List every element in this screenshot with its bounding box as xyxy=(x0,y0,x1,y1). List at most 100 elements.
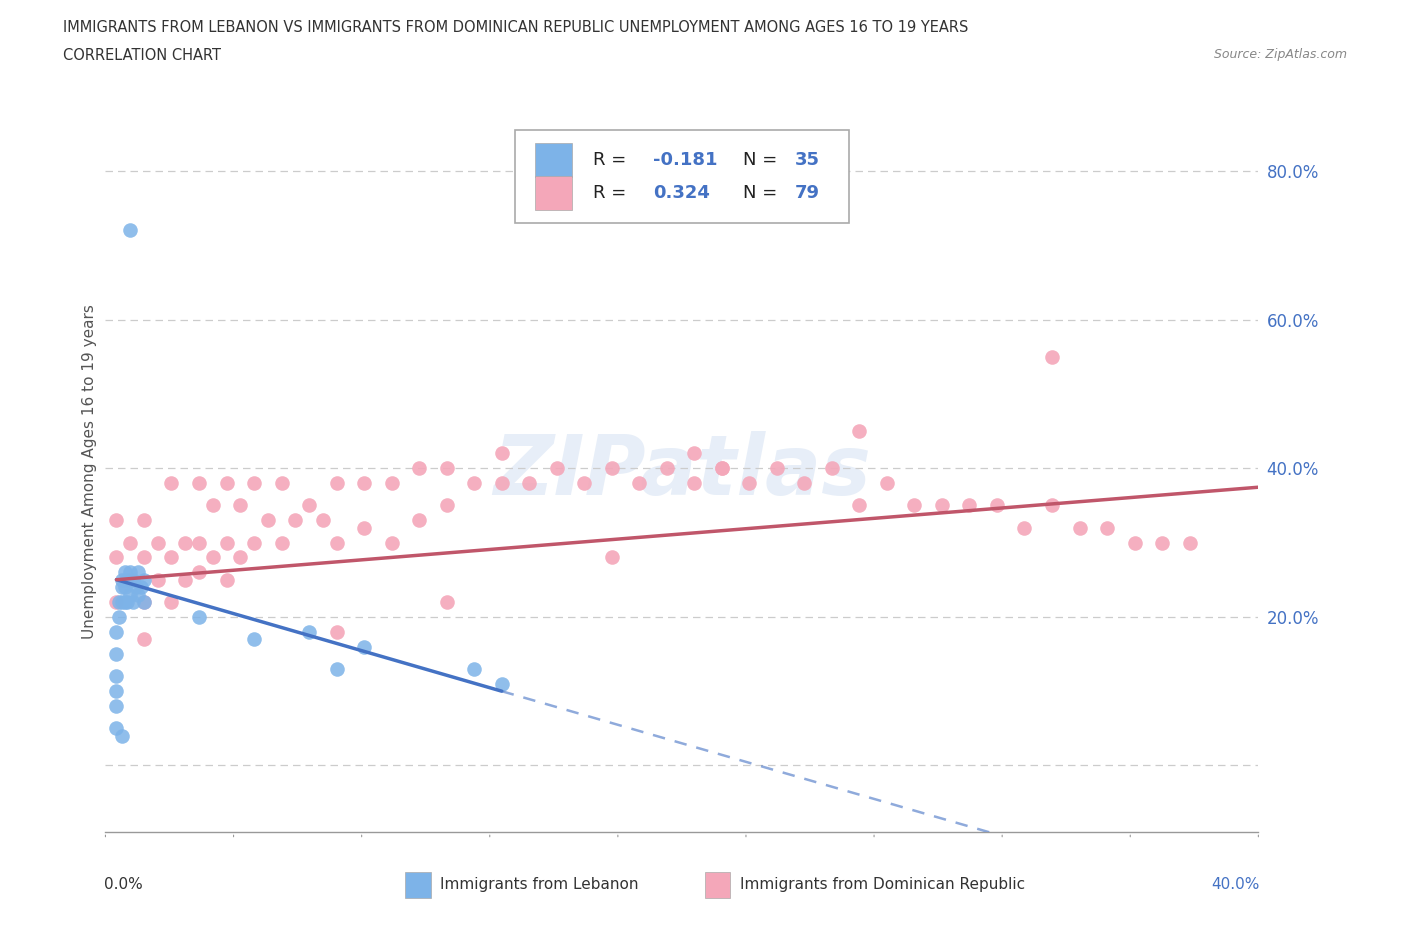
Bar xyxy=(536,142,572,178)
Point xyxy=(353,520,375,535)
Point xyxy=(683,475,706,490)
Point xyxy=(122,594,145,609)
Point xyxy=(132,594,155,609)
Text: IMMIGRANTS FROM LEBANON VS IMMIGRANTS FROM DOMINICAN REPUBLIC UNEMPLOYMENT AMONG: IMMIGRANTS FROM LEBANON VS IMMIGRANTS FR… xyxy=(63,20,969,35)
Point xyxy=(270,475,292,490)
Point xyxy=(114,579,136,594)
Point xyxy=(1095,520,1118,535)
Point xyxy=(408,512,430,527)
Point xyxy=(105,624,128,639)
Point xyxy=(270,535,292,550)
Text: ZIPatlas: ZIPatlas xyxy=(494,432,870,512)
Point xyxy=(105,594,128,609)
Point xyxy=(108,609,131,624)
Point xyxy=(1069,520,1091,535)
Text: R =: R = xyxy=(593,184,633,202)
Point xyxy=(132,512,155,527)
Point xyxy=(160,475,183,490)
Text: 0.0%: 0.0% xyxy=(104,878,143,893)
Point xyxy=(463,475,485,490)
Point xyxy=(111,579,134,594)
Text: CORRELATION CHART: CORRELATION CHART xyxy=(63,48,221,63)
Point xyxy=(120,587,142,602)
Point xyxy=(160,594,183,609)
Point xyxy=(766,461,789,476)
Point xyxy=(1014,520,1036,535)
Point xyxy=(120,535,142,550)
Point xyxy=(111,728,134,743)
Point xyxy=(381,535,404,550)
Bar xyxy=(536,176,572,210)
Point xyxy=(312,512,335,527)
Point xyxy=(256,512,278,527)
Point xyxy=(381,475,404,490)
Point xyxy=(125,579,148,594)
Point xyxy=(105,698,128,713)
Point xyxy=(876,475,898,490)
Point xyxy=(105,669,128,684)
Point xyxy=(111,572,134,587)
Point xyxy=(600,461,623,476)
Point xyxy=(243,631,266,646)
Point xyxy=(243,535,266,550)
Text: Immigrants from Dominican Republic: Immigrants from Dominican Republic xyxy=(740,878,1025,893)
Point xyxy=(517,475,540,490)
Point xyxy=(215,572,238,587)
Point xyxy=(111,594,134,609)
Point xyxy=(463,661,485,676)
Point xyxy=(436,461,458,476)
Point xyxy=(122,572,145,587)
Point xyxy=(325,535,347,550)
Text: -0.181: -0.181 xyxy=(654,151,717,169)
Point xyxy=(491,446,513,461)
Point xyxy=(710,461,733,476)
Point xyxy=(491,676,513,691)
Point xyxy=(325,661,347,676)
Point xyxy=(738,475,761,490)
Point xyxy=(491,475,513,490)
Point xyxy=(683,446,706,461)
Point xyxy=(105,512,128,527)
Point xyxy=(105,684,128,698)
Point xyxy=(436,594,458,609)
Point xyxy=(848,498,870,512)
Point xyxy=(127,565,149,579)
Text: 40.0%: 40.0% xyxy=(1211,878,1260,893)
Point xyxy=(117,594,139,609)
Y-axis label: Unemployment Among Ages 16 to 19 years: Unemployment Among Ages 16 to 19 years xyxy=(82,304,97,640)
Point xyxy=(105,550,128,565)
Point xyxy=(188,609,211,624)
Point xyxy=(298,498,321,512)
Text: N =: N = xyxy=(742,151,783,169)
Point xyxy=(546,461,568,476)
Point xyxy=(160,550,183,565)
Text: N =: N = xyxy=(742,184,783,202)
Point xyxy=(132,572,155,587)
Point xyxy=(201,550,224,565)
Point xyxy=(408,461,430,476)
Text: Source: ZipAtlas.com: Source: ZipAtlas.com xyxy=(1213,48,1347,61)
Point xyxy=(114,594,136,609)
Point xyxy=(108,594,131,609)
Point xyxy=(120,223,142,238)
Point xyxy=(132,550,155,565)
Point xyxy=(120,572,142,587)
Point xyxy=(600,550,623,565)
Point xyxy=(986,498,1008,512)
Text: 0.324: 0.324 xyxy=(654,184,710,202)
Point xyxy=(436,498,458,512)
Text: R =: R = xyxy=(593,151,633,169)
Bar xyxy=(405,872,430,898)
Point xyxy=(129,579,152,594)
Point xyxy=(353,639,375,654)
Point xyxy=(793,475,815,490)
Point xyxy=(127,587,149,602)
Point xyxy=(1152,535,1174,550)
Point xyxy=(1178,535,1201,550)
Bar xyxy=(704,872,730,898)
Point xyxy=(132,594,155,609)
Point xyxy=(146,535,169,550)
Point xyxy=(188,475,211,490)
Point xyxy=(146,572,169,587)
Point xyxy=(325,475,347,490)
